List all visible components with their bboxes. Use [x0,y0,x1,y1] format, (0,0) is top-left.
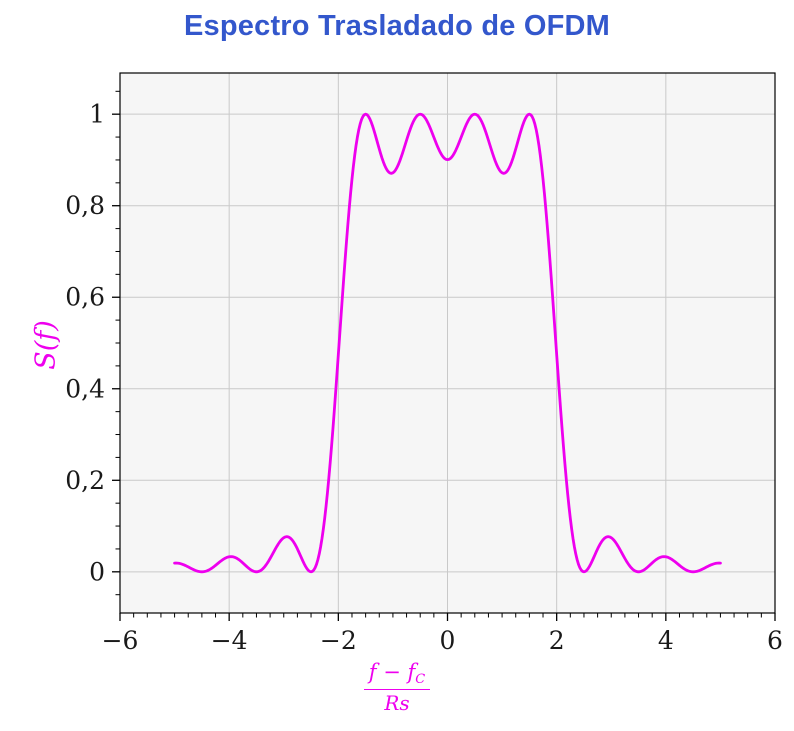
spectrum-chart: −6 −4 −2 0 2 4 6 0 0,2 0,4 0,6 0,8 1 [65,72,783,655]
spectrum-curve [173,112,722,574]
y-tick-label: 0 [89,557,105,586]
fraction-numerator: f − fC [363,660,431,690]
x-tick-label: 0 [440,626,456,655]
plot-frame [119,72,776,614]
x-tick-label: −6 [102,626,139,655]
y-tick-label: 0,6 [65,283,105,312]
x-tick-label: 2 [549,626,565,655]
fraction-denominator: Rs [384,690,410,715]
y-tick-label: 0,4 [65,374,105,403]
y-tick-label: 1 [89,100,105,129]
x-tick-label: 4 [658,626,674,655]
chart-title: Espectro Trasladado de OFDM [184,10,610,42]
x-tick-label: 6 [767,626,783,655]
x-tick-label: −4 [211,626,248,655]
y-tick-label: 0,8 [65,191,105,220]
subscript-c: C [415,672,426,687]
y-tick-label: 0,2 [65,466,105,495]
x-tick-label: −2 [320,626,357,655]
x-axis-label: f − fC Rs [0,660,794,715]
x-axis-fraction: f − fC Rs [363,660,431,715]
y-axis-label: S(f) [30,320,62,370]
